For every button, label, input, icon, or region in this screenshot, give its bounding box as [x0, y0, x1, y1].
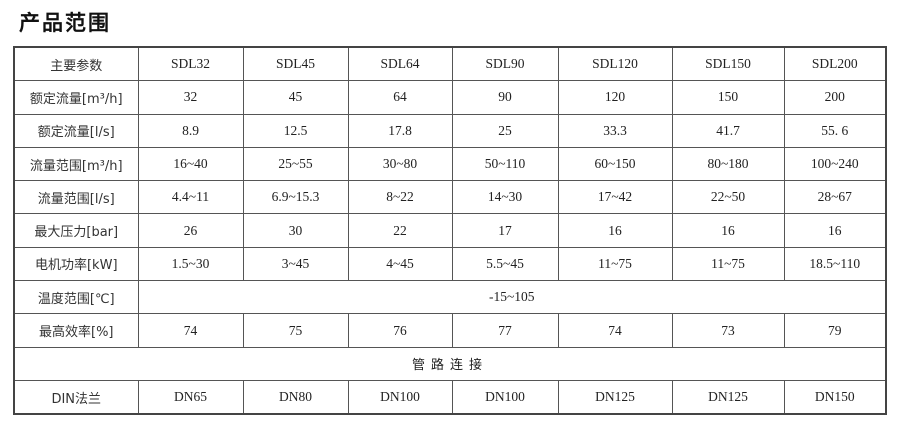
- value-cell: 80~180: [671, 146, 785, 182]
- page-title: 产品范围: [19, 11, 111, 35]
- value-cell: 22~50: [671, 180, 785, 215]
- table-row: 流量范围[m³/h] 16~40 25~55 30~80 50~110 60~150 80~…: [13, 146, 887, 182]
- value-cell: 100~240: [783, 146, 887, 182]
- row-label: 额定流量[l/s]: [13, 113, 139, 148]
- value-cell: 16: [557, 213, 673, 248]
- row-label: 最高效率[%]: [13, 313, 139, 348]
- row-label: 温度范围[℃]: [13, 280, 139, 315]
- value-cell: 4~45: [347, 246, 453, 282]
- row-label: 电机功率[kW]: [13, 246, 139, 282]
- model-header: SDL32: [137, 46, 244, 82]
- value-cell: 26: [137, 213, 244, 248]
- value-cell: DN125: [557, 379, 673, 415]
- value-cell: 16~40: [137, 146, 244, 182]
- temperature-row: 温度范围[℃] -15~105: [13, 280, 887, 315]
- value-cell: 50~110: [451, 146, 559, 182]
- value-cell: 6.9~15.3: [242, 180, 349, 215]
- row-label: 额定流量[m³/h]: [13, 80, 139, 115]
- value-cell: 55. 6: [783, 113, 887, 148]
- model-header: SDL64: [347, 46, 453, 82]
- product-range-table: 主要参数 SDL32 SDL45 SDL64 SDL90 SDL120 SDL150 SDL2…: [13, 46, 887, 416]
- header-row: 主要参数 SDL32 SDL45 SDL64 SDL90 SDL120 SDL150 SDL2…: [13, 46, 887, 82]
- value-cell: 33.3: [557, 113, 673, 148]
- value-cell: 45: [242, 80, 349, 115]
- value-cell: DN150: [783, 379, 887, 415]
- value-cell: 64: [347, 80, 453, 115]
- table-row: 额定流量[m³/h] 32 45 64 90 120 150 200: [13, 80, 887, 115]
- temperature-value: -15~105: [137, 280, 887, 315]
- value-cell: 77: [451, 313, 559, 348]
- model-header: SDL120: [557, 46, 673, 82]
- value-cell: 16: [671, 213, 785, 248]
- value-cell: DN65: [137, 379, 244, 415]
- flange-row: DIN法兰 DN65 DN80 DN100 DN100 DN125 DN125 DN150: [13, 379, 887, 415]
- value-cell: 200: [783, 80, 887, 115]
- table-row: 电机功率[kW] 1.5~30 3~45 4~45 5.5~45 11~75 11~75 18…: [13, 246, 887, 282]
- row-label: 流量范围[m³/h]: [13, 146, 139, 182]
- value-cell: 12.5: [242, 113, 349, 148]
- value-cell: 1.5~30: [137, 246, 244, 282]
- value-cell: 11~75: [671, 246, 785, 282]
- section-row: 管路连接: [13, 346, 887, 381]
- value-cell: DN100: [451, 379, 559, 415]
- value-cell: 41.7: [671, 113, 785, 148]
- value-cell: 3~45: [242, 246, 349, 282]
- value-cell: 17~42: [557, 180, 673, 215]
- value-cell: 5.5~45: [451, 246, 559, 282]
- value-cell: 8~22: [347, 180, 453, 215]
- value-cell: 79: [783, 313, 887, 348]
- value-cell: 16: [783, 213, 887, 248]
- value-cell: 90: [451, 80, 559, 115]
- model-header: SDL150: [671, 46, 785, 82]
- model-header: SDL45: [242, 46, 349, 82]
- row-label: 主要参数: [13, 46, 139, 82]
- value-cell: 14~30: [451, 180, 559, 215]
- section-heading: 管路连接: [13, 346, 887, 381]
- efficiency-row: 最高效率[%] 74 75 76 77 74 73 79: [13, 313, 887, 348]
- value-cell: 25~55: [242, 146, 349, 182]
- value-cell: 18.5~110: [783, 246, 887, 282]
- value-cell: 74: [557, 313, 673, 348]
- value-cell: 32: [137, 80, 244, 115]
- value-cell: 120: [557, 80, 673, 115]
- row-label: DIN法兰: [13, 379, 139, 415]
- value-cell: 8.9: [137, 113, 244, 148]
- value-cell: 30~80: [347, 146, 453, 182]
- value-cell: 22: [347, 213, 453, 248]
- value-cell: 75: [242, 313, 349, 348]
- value-cell: 17.8: [347, 113, 453, 148]
- row-label: 最大压力[bar]: [13, 213, 139, 248]
- model-header: SDL200: [783, 46, 887, 82]
- value-cell: 60~150: [557, 146, 673, 182]
- value-cell: 11~75: [557, 246, 673, 282]
- value-cell: 30: [242, 213, 349, 248]
- row-label: 流量范围[l/s]: [13, 180, 139, 215]
- table-row: 流量范围[l/s] 4.4~11 6.9~15.3 8~22 14~30 17~42 22~…: [13, 180, 887, 215]
- value-cell: 25: [451, 113, 559, 148]
- value-cell: 74: [137, 313, 244, 348]
- value-cell: DN80: [242, 379, 349, 415]
- value-cell: 28~67: [783, 180, 887, 215]
- model-header: SDL90: [451, 46, 559, 82]
- value-cell: 17: [451, 213, 559, 248]
- value-cell: 150: [671, 80, 785, 115]
- value-cell: DN125: [671, 379, 785, 415]
- value-cell: DN100: [347, 379, 453, 415]
- table-row: 最大压力[bar] 26 30 22 17 16 16 16: [13, 213, 887, 248]
- table-row: 额定流量[l/s] 8.9 12.5 17.8 25 33.3 41.7 55. 6: [13, 113, 887, 148]
- value-cell: 76: [347, 313, 453, 348]
- value-cell: 4.4~11: [137, 180, 244, 215]
- value-cell: 73: [671, 313, 785, 348]
